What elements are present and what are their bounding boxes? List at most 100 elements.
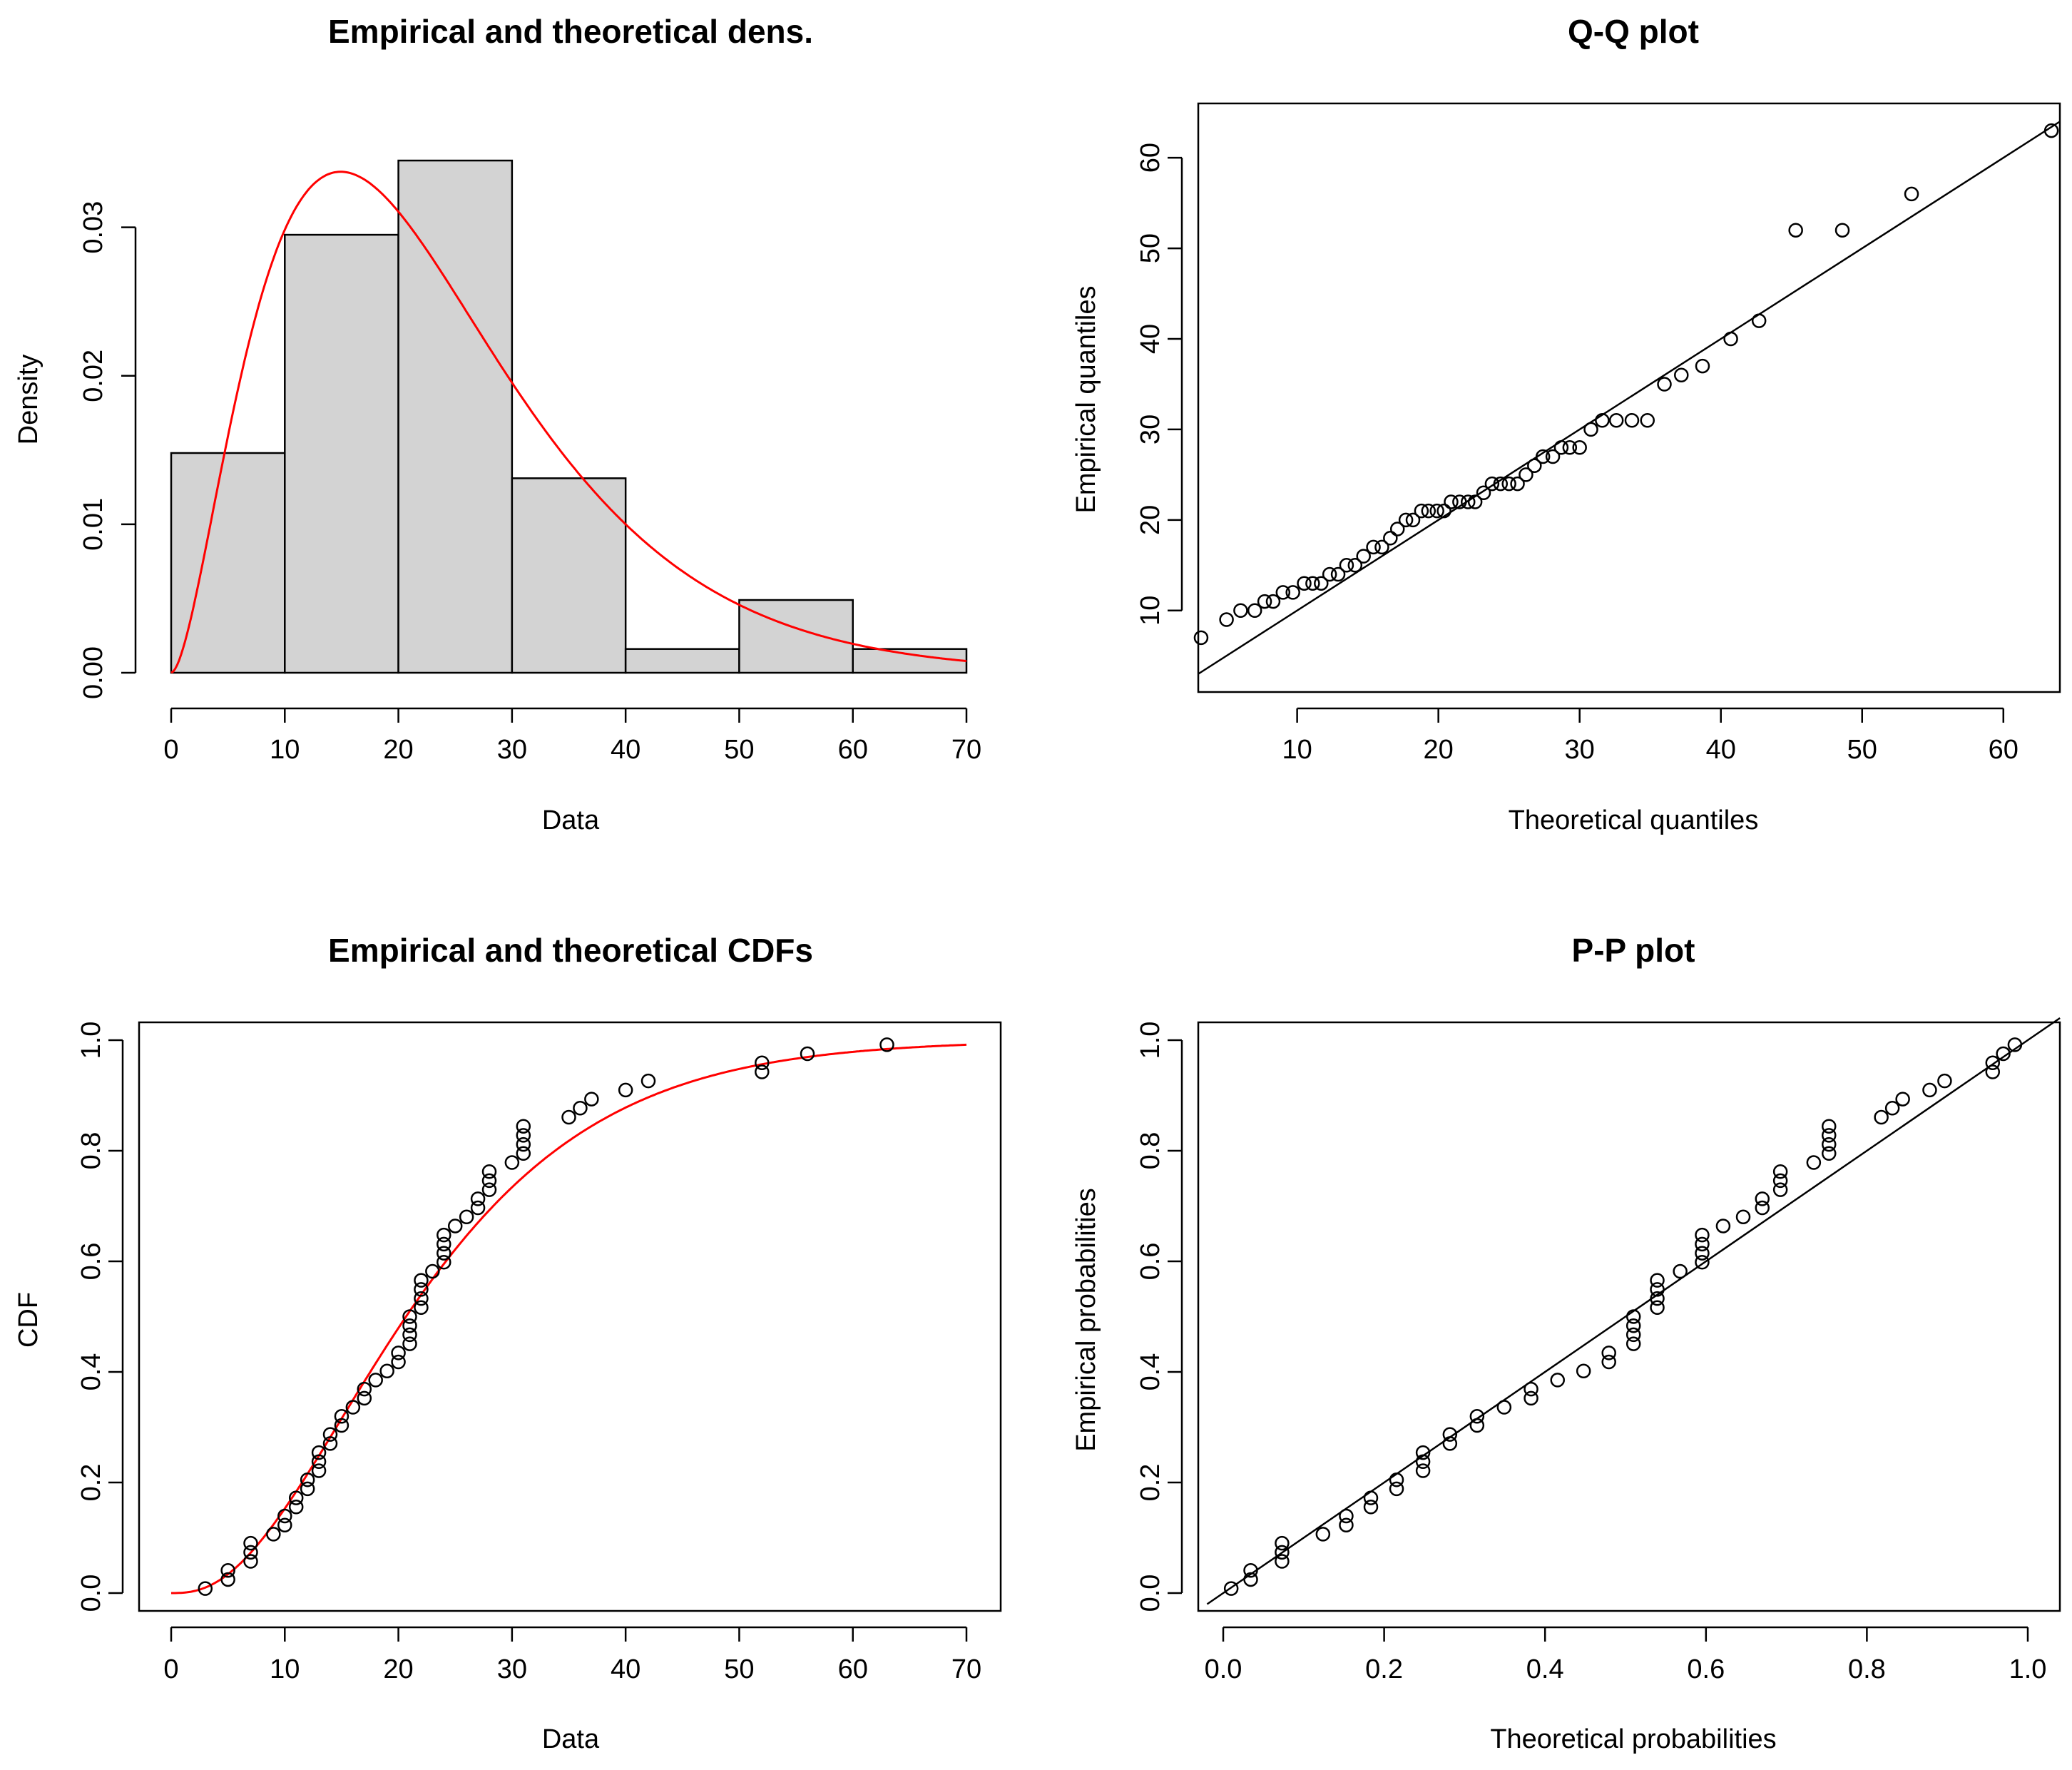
cdf-xlabel: Data bbox=[542, 1724, 600, 1754]
pp-point bbox=[1822, 1128, 1837, 1143]
pp-point bbox=[1695, 1236, 1710, 1252]
qq-point bbox=[2043, 123, 2059, 138]
cdf-point bbox=[481, 1173, 497, 1189]
qq-panel: Q-Q plot Theoretical quantiles Empirical… bbox=[1071, 13, 2061, 835]
pp-point bbox=[1937, 1073, 1952, 1089]
cdf-point bbox=[414, 1282, 429, 1297]
cdf-point bbox=[379, 1363, 394, 1378]
cdf-point bbox=[334, 1409, 349, 1424]
qq-point bbox=[1257, 594, 1272, 609]
cdf-point bbox=[334, 1418, 349, 1433]
cdf-point bbox=[311, 1463, 327, 1478]
qq-point bbox=[1275, 585, 1291, 600]
qq-point bbox=[1460, 494, 1476, 509]
pp-point bbox=[1695, 1255, 1710, 1270]
pp-point bbox=[1363, 1490, 1379, 1505]
cdf-point bbox=[220, 1562, 235, 1578]
cdf-point bbox=[584, 1092, 599, 1107]
cdf-y-tick-label: 0.4 bbox=[76, 1353, 106, 1391]
density-x-tick-label: 60 bbox=[838, 735, 868, 765]
qq-point bbox=[1219, 612, 1234, 627]
histogram-bar bbox=[170, 452, 286, 674]
density-y-tick-label: 0.00 bbox=[78, 646, 108, 699]
qq-point bbox=[1429, 503, 1444, 519]
cdf-point bbox=[879, 1037, 894, 1052]
pp-point bbox=[1315, 1527, 1331, 1542]
cdf-point bbox=[516, 1119, 531, 1134]
qq-point bbox=[1436, 503, 1451, 519]
qq-point bbox=[1444, 494, 1459, 509]
cdf-point bbox=[481, 1164, 497, 1179]
cdf-point bbox=[368, 1373, 383, 1388]
qq-point bbox=[1583, 422, 1598, 437]
qq-point bbox=[1527, 458, 1542, 473]
pp-point bbox=[1469, 1418, 1485, 1433]
pp-plot-box bbox=[1197, 1021, 2061, 1612]
pp-point bbox=[1895, 1092, 1910, 1107]
cdf-point bbox=[618, 1082, 633, 1098]
qq-point bbox=[1366, 539, 1381, 555]
pp-x-tick-label: 1.0 bbox=[2009, 1654, 2047, 1684]
cdf-point bbox=[322, 1436, 338, 1451]
histogram-bar bbox=[624, 648, 740, 674]
pp-point bbox=[1550, 1373, 1565, 1388]
cdf-point bbox=[277, 1508, 292, 1524]
pp-point bbox=[1996, 1046, 2011, 1062]
cdf-point bbox=[277, 1517, 292, 1532]
pp-point bbox=[1695, 1246, 1710, 1261]
pp-x-tick-label: 0.0 bbox=[1205, 1654, 1242, 1684]
qq-point bbox=[1405, 512, 1421, 528]
qq-point bbox=[1723, 331, 1738, 347]
pp-point bbox=[1772, 1164, 1788, 1179]
pp-point bbox=[1415, 1463, 1431, 1478]
pp-point bbox=[1735, 1209, 1751, 1224]
cdf-point bbox=[516, 1146, 531, 1161]
pp-panel: P-P plot Theoretical probabilities Empir… bbox=[1071, 932, 2061, 1754]
cdf-point bbox=[447, 1219, 463, 1234]
cdf-point bbox=[220, 1572, 235, 1587]
pp-point bbox=[1339, 1508, 1354, 1524]
cdf-point bbox=[414, 1300, 429, 1316]
pp-point bbox=[1243, 1572, 1258, 1587]
pp-point bbox=[1673, 1263, 1688, 1279]
density-x-tick-label: 0 bbox=[163, 735, 178, 765]
pp-point bbox=[1822, 1136, 1837, 1152]
pp-point bbox=[1339, 1517, 1354, 1532]
cdf-point bbox=[504, 1155, 520, 1170]
pp-point bbox=[1695, 1227, 1710, 1243]
pp-y-tick-label: 0.8 bbox=[1135, 1132, 1165, 1170]
cdf-y-tick-label: 1.0 bbox=[76, 1022, 106, 1059]
cdf-x-tick-label: 60 bbox=[838, 1654, 868, 1684]
pp-point bbox=[1650, 1300, 1665, 1316]
qq-point bbox=[1347, 558, 1363, 573]
cdf-point bbox=[402, 1327, 417, 1343]
qq-point bbox=[1414, 503, 1429, 519]
pp-point bbox=[1243, 1562, 1258, 1578]
pp-point bbox=[1496, 1400, 1512, 1415]
density-ylabel: Density bbox=[14, 355, 44, 445]
pp-point bbox=[1626, 1318, 1641, 1333]
pp-ylabel: Empirical probabilities bbox=[1071, 1188, 1101, 1452]
qq-point bbox=[1510, 476, 1525, 492]
qq-title: Q-Q plot bbox=[1568, 13, 1699, 50]
qq-point bbox=[1519, 467, 1533, 482]
cdf-point bbox=[266, 1527, 281, 1542]
pp-point bbox=[1650, 1282, 1665, 1297]
pp-point bbox=[1524, 1390, 1538, 1406]
qq-point bbox=[1374, 539, 1389, 555]
qq-point bbox=[1339, 558, 1354, 573]
cdf-curve bbox=[171, 1043, 967, 1594]
cdf-point bbox=[322, 1427, 338, 1442]
pp-point bbox=[1442, 1436, 1458, 1451]
pp-point bbox=[1415, 1445, 1431, 1460]
pp-point bbox=[1601, 1354, 1616, 1370]
pp-point bbox=[1469, 1409, 1485, 1424]
pp-point bbox=[1650, 1291, 1665, 1306]
cdf-point bbox=[357, 1381, 372, 1397]
density-curve bbox=[170, 171, 967, 674]
qq-point bbox=[1285, 585, 1300, 600]
pp-x-tick-label: 0.2 bbox=[1365, 1654, 1403, 1684]
cdf-title: Empirical and theoretical CDFs bbox=[328, 932, 813, 969]
qq-reference-line bbox=[1198, 121, 2061, 675]
